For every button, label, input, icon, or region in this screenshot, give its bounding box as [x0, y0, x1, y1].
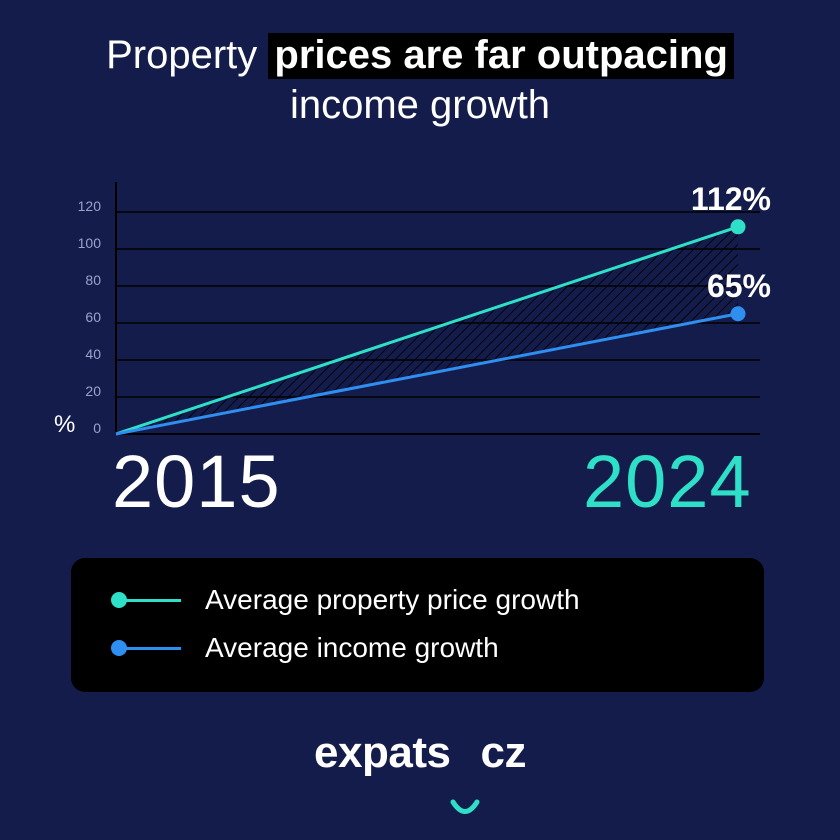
legend-line-property [119, 599, 181, 602]
x-label-start: 2015 [112, 440, 281, 523]
legend-item-property: Average property price growth [111, 580, 580, 620]
y-axis-label: % [54, 411, 75, 438]
legend-swatch-property [111, 580, 181, 620]
series-end-point-1 [730, 306, 746, 322]
legend-item-income: Average income growth [111, 628, 499, 668]
series-line-0 [115, 225, 739, 436]
title-line-1: Property prices are far outpacing [0, 30, 840, 80]
title-highlight: prices are far outpacing [268, 33, 734, 79]
logo-wordmark: expats cz [314, 728, 526, 814]
series-line-1 [115, 312, 739, 436]
logo-text-right: cz [480, 728, 526, 777]
y-tick-label-40: 40 [85, 346, 101, 362]
legend-swatch-income [111, 628, 181, 668]
chart-title: Property prices are far outpacing income… [0, 30, 840, 130]
logo-text-left: expats [314, 728, 451, 777]
y-tick-label-80: 80 [85, 272, 101, 288]
y-tick-label-120: 120 [78, 198, 102, 214]
title-line-2: income growth [289, 83, 551, 127]
brand-logo: expats cz [0, 728, 840, 814]
y-tick-label-60: 60 [85, 309, 101, 325]
y-tick-label-100: 100 [78, 235, 102, 251]
legend-label-income: Average income growth [205, 632, 499, 663]
series-end-label-0: 112% [691, 181, 771, 217]
legend-label-property: Average property price growth [205, 584, 580, 615]
y-tick-label-0: 0 [93, 420, 101, 436]
x-label-end: 2024 [583, 440, 752, 523]
series-end-point-0 [730, 219, 746, 235]
line-chart: 0 20 40 60 80 100 120% 112% 65% [54, 181, 771, 438]
title-pre: Property [106, 33, 269, 77]
legend-line-income [119, 647, 181, 650]
series-end-label-1: 65% [707, 268, 771, 304]
y-tick-label-20: 20 [85, 383, 101, 399]
legend: Average property price growth Average in… [71, 558, 764, 692]
